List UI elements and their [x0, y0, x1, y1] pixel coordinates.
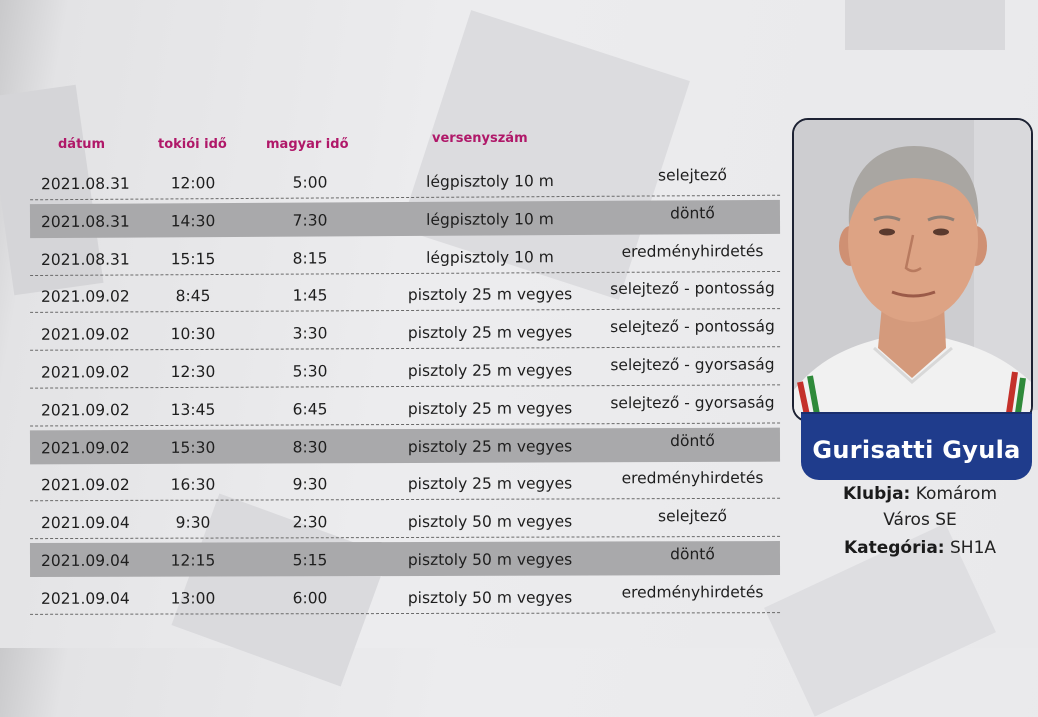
table-row: 2021.09.02 16:30 9:30 pisztoly 25 m vegyes e…	[30, 465, 781, 502]
table-row: 2021.08.31 14:30 7:30 légpisztoly 10 m döntő	[29, 199, 781, 238]
category-line: Kategória: SH1A	[800, 538, 1038, 558]
cell-hungarian-time: 5:15	[292, 551, 328, 570]
cell-date: 2021.08.31	[40, 174, 130, 194]
table-row: 2021.09.04 13:00 6:00 pisztoly 50 m vegyes e…	[30, 579, 781, 615]
cell-date: 2021.09.02	[40, 325, 130, 344]
cell-date: 2021.09.04	[40, 589, 130, 608]
cell-date: 2021.08.31	[40, 250, 130, 269]
cell-date: 2021.09.02	[40, 476, 130, 495]
cell-phase: eredményhirdetés	[621, 241, 764, 261]
row-divider	[30, 346, 781, 351]
cell-phase: selejtező	[657, 166, 728, 185]
table-row: 2021.09.04 12:15 5:15 pisztoly 50 m vegyes d…	[29, 541, 781, 577]
club-label: Klubja:	[842, 484, 911, 504]
table-row: 2021.09.04 9:30 2:30 pisztoly 50 m vegyes se…	[30, 503, 781, 540]
cell-phase: döntő	[670, 204, 715, 223]
cell-date: 2021.09.04	[40, 514, 130, 533]
background-shape	[845, 0, 1005, 50]
cell-phase: selejtező - pontosság	[610, 317, 775, 337]
cell-hungarian-time: 8:30	[292, 437, 328, 457]
cell-hungarian-time: 6:00	[292, 588, 328, 608]
cell-tokyo-time: 13:00	[170, 589, 216, 608]
table-row: 2021.09.02 12:30 5:30 pisztoly 25 m vegyes s…	[30, 351, 781, 389]
cell-phase: selejtező - gyorsaság	[610, 355, 775, 375]
category-value: SH1A	[950, 538, 997, 558]
cell-hungarian-time: 1:45	[292, 286, 328, 305]
cell-hungarian-time: 7:30	[292, 211, 328, 230]
table-row: 2021.09.02 15:30 8:30 pisztoly 25 m vegyes d…	[29, 427, 781, 464]
cell-tokyo-time: 9:30	[175, 513, 211, 532]
cell-date: 2021.09.04	[40, 551, 130, 570]
row-divider	[30, 422, 781, 427]
table-row: 2021.08.31 15:15 8:15 légpisztoly 10 m eredm…	[30, 238, 781, 276]
row-divider	[30, 536, 781, 540]
cell-tokyo-time: 15:30	[170, 438, 216, 457]
club-line: Klubja: Komárom	[800, 484, 1038, 504]
cell-hungarian-time: 3:30	[292, 324, 328, 343]
cell-tokyo-time: 12:30	[170, 362, 216, 382]
row-divider	[30, 194, 781, 201]
club-value-line2: Város SE	[883, 510, 957, 530]
cell-event: pisztoly 25 m vegyes	[407, 399, 573, 418]
cell-date: 2021.09.02	[40, 400, 130, 420]
cell-event: légpisztoly 10 m	[426, 247, 554, 267]
competition-schedule: dátum tokiói idő magyar idő versenyszám …	[29, 131, 781, 615]
cell-tokyo-time: 16:30	[170, 476, 216, 495]
header-date: dátum	[58, 137, 106, 152]
cell-phase: selejtező - pontosság	[610, 279, 775, 299]
row-divider	[30, 384, 781, 389]
cell-event: pisztoly 50 m vegyes	[407, 512, 573, 532]
cell-phase: selejtező	[657, 507, 728, 526]
cell-date: 2021.09.02	[40, 287, 130, 307]
cell-tokyo-time: 10:30	[170, 325, 216, 344]
cell-event: légpisztoly 10 m	[426, 172, 554, 191]
cell-event: pisztoly 25 m vegyes	[407, 474, 573, 494]
cell-tokyo-time: 13:45	[170, 400, 216, 419]
club-value-line1: Komárom	[915, 484, 998, 504]
table-row: 2021.09.02 8:45 1:45 pisztoly 25 m vegyes se…	[30, 275, 781, 314]
row-divider	[30, 611, 781, 615]
category-label: Kategória:	[843, 538, 945, 558]
athlete-name: Gurisatti Gyula	[812, 436, 1021, 464]
cell-tokyo-time: 14:30	[170, 211, 216, 231]
cell-phase: döntő	[670, 545, 715, 564]
cell-event: pisztoly 25 m vegyes	[407, 361, 573, 380]
table-row: 2021.08.31 12:00 5:00 légpisztoly 10 m selej…	[30, 162, 781, 201]
cell-hungarian-time: 5:00	[292, 173, 328, 192]
cell-date: 2021.09.02	[40, 363, 130, 382]
cell-event: pisztoly 50 m vegyes	[407, 588, 573, 607]
cell-hungarian-time: 8:15	[292, 249, 328, 268]
cell-phase: eredményhirdetés	[621, 469, 764, 488]
cell-hungarian-time: 9:30	[292, 475, 328, 494]
cell-phase: selejtező - gyorsaság	[610, 393, 775, 412]
cell-hungarian-time: 5:30	[292, 362, 328, 381]
row-divider	[30, 498, 781, 502]
cell-phase: eredményhirdetés	[621, 582, 764, 602]
club-line-2: Város SE	[800, 510, 1038, 530]
cell-tokyo-time: 8:45	[175, 287, 211, 306]
cell-date: 2021.08.31	[40, 212, 130, 231]
athlete-portrait-image	[794, 120, 1031, 420]
cell-hungarian-time: 2:30	[292, 513, 328, 532]
header-tokyo-time: tokiói idő	[158, 137, 227, 152]
cell-date: 2021.09.02	[40, 438, 130, 457]
cell-event: pisztoly 50 m vegyes	[407, 550, 573, 569]
cell-phase: döntő	[670, 431, 715, 450]
cell-event: légpisztoly 10 m	[426, 209, 554, 229]
table-row: 2021.09.02 10:30 3:30 pisztoly 25 m vegyes s…	[30, 313, 781, 351]
athlete-photo	[792, 118, 1033, 422]
cell-event: pisztoly 25 m vegyes	[407, 323, 573, 343]
header-hungarian-time: magyar idő	[266, 137, 349, 152]
row-divider	[30, 308, 781, 314]
header-event: versenyszám	[432, 131, 528, 146]
cell-tokyo-time: 12:15	[170, 551, 216, 570]
cell-tokyo-time: 12:00	[170, 174, 216, 193]
cell-tokyo-time: 15:15	[170, 249, 216, 268]
cell-hungarian-time: 6:45	[292, 400, 328, 419]
athlete-name-plate: Gurisatti Gyula	[801, 412, 1032, 480]
table-row: 2021.09.02 13:45 6:45 pisztoly 25 m vegyes s…	[30, 389, 781, 427]
cell-event: pisztoly 25 m vegyes	[407, 436, 573, 456]
cell-event: pisztoly 25 m vegyes	[407, 285, 573, 305]
